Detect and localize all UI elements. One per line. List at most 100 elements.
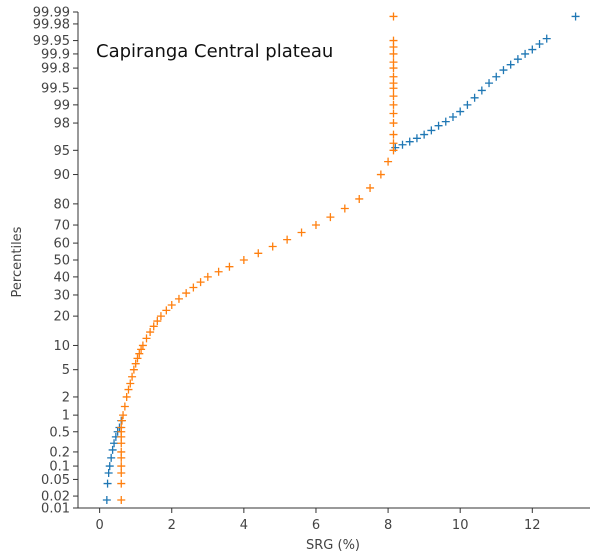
x-tick-label: 8 — [384, 518, 392, 533]
data-point — [149, 322, 158, 331]
data-point — [355, 194, 364, 203]
data-point — [133, 354, 142, 363]
data-point — [110, 439, 119, 448]
data-marks — [102, 12, 580, 504]
data-point — [389, 92, 398, 101]
y-tick-label: 2 — [62, 390, 70, 405]
data-point — [117, 469, 126, 478]
y-tick-label: 70 — [53, 219, 70, 234]
data-point — [117, 447, 126, 456]
data-point — [506, 60, 515, 69]
data-point — [535, 40, 544, 49]
data-point — [366, 183, 375, 192]
data-point — [477, 86, 486, 95]
data-point — [174, 294, 183, 303]
y-tick-label: 99 — [53, 98, 70, 113]
data-point — [412, 134, 421, 143]
data-point — [268, 242, 277, 251]
series-0 — [102, 12, 580, 504]
data-point — [182, 289, 191, 298]
data-point — [420, 130, 429, 139]
data-point — [470, 93, 479, 102]
data-point — [389, 100, 398, 109]
x-tick-label: 2 — [168, 518, 176, 533]
data-point — [120, 402, 129, 411]
data-point — [189, 283, 198, 292]
y-tick-label: 0.05 — [41, 473, 70, 488]
data-point — [389, 139, 398, 148]
data-point — [427, 126, 436, 135]
data-point — [389, 49, 398, 58]
chart-title: Capiranga Central plateau — [96, 41, 333, 62]
data-point — [456, 107, 465, 116]
data-point — [135, 349, 144, 358]
data-point — [376, 170, 385, 179]
y-tick-label: 20 — [53, 310, 70, 325]
data-point — [128, 372, 137, 381]
data-point — [434, 121, 443, 130]
y-tick-label: 99.95 — [33, 34, 70, 49]
data-point — [103, 479, 112, 488]
y-tick-label: 99.5 — [41, 82, 70, 97]
data-point — [528, 45, 537, 54]
data-point — [129, 365, 138, 374]
data-point — [405, 137, 414, 146]
data-point — [117, 462, 126, 471]
data-point — [117, 423, 126, 432]
y-tick-label: 99.8 — [41, 62, 70, 77]
data-point — [389, 109, 398, 118]
y-tick-label: 90 — [53, 168, 70, 183]
data-point — [311, 221, 320, 230]
data-point — [448, 113, 457, 122]
data-point — [485, 79, 494, 88]
data-point — [499, 66, 508, 75]
data-point — [124, 385, 133, 394]
data-point — [389, 58, 398, 67]
data-point — [107, 453, 116, 462]
data-point — [384, 157, 393, 166]
data-point — [389, 146, 398, 155]
data-point — [203, 272, 212, 281]
x-tick-label: 10 — [452, 518, 469, 533]
axes: 0 2 4 6 8 10 120.010.020.050.10.20.51251020304… — [33, 6, 590, 533]
data-point — [196, 278, 205, 287]
data-point — [126, 379, 135, 388]
data-point — [162, 306, 171, 315]
y-tick-label: 0.02 — [41, 490, 70, 505]
data-point — [225, 262, 234, 271]
data-point — [297, 228, 306, 237]
data-point — [117, 416, 126, 425]
y-tick-label: 30 — [53, 288, 70, 303]
data-point — [398, 140, 407, 149]
y-tick-label: 98 — [53, 117, 70, 132]
y-tick-label: 1 — [62, 409, 70, 424]
y-tick-label: 10 — [53, 339, 70, 354]
data-point — [239, 256, 248, 264]
y-tick-label: 0.5 — [49, 425, 70, 440]
data-point — [131, 359, 140, 368]
data-point — [340, 204, 349, 213]
data-point — [463, 100, 472, 109]
y-tick-label: 5 — [62, 363, 70, 378]
data-point — [142, 334, 151, 343]
data-point — [137, 345, 146, 354]
x-tick-label: 12 — [524, 518, 541, 533]
data-point — [153, 317, 162, 326]
data-point — [542, 34, 551, 43]
data-point — [117, 495, 126, 504]
data-point — [389, 12, 398, 21]
data-point — [117, 479, 126, 488]
data-point — [521, 49, 530, 58]
y-tick-label: 99.9 — [41, 47, 70, 62]
y-tick-label: 0.1 — [49, 460, 70, 475]
y-tick-label: 0.2 — [49, 445, 70, 460]
data-point — [102, 495, 111, 504]
data-point — [283, 235, 292, 244]
data-point — [389, 36, 398, 45]
series-1 — [117, 12, 398, 504]
x-tick-label: 6 — [312, 518, 320, 533]
y-tick-label: 60 — [53, 237, 70, 252]
x-axis-label: SRG (%) — [306, 538, 360, 553]
y-tick-label: 95 — [53, 144, 70, 159]
